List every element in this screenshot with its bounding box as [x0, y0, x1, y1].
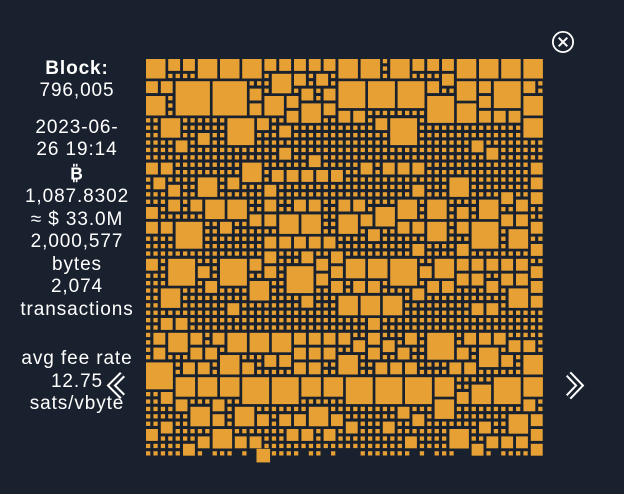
- svg-text:B: B: [70, 163, 84, 183]
